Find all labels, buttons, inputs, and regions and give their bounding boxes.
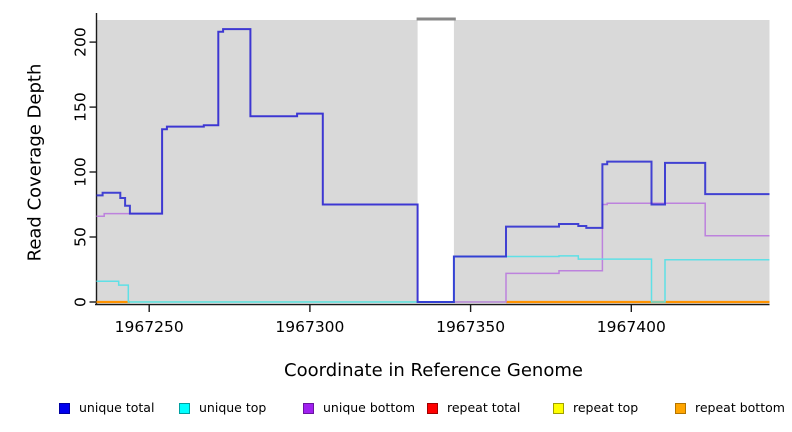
- legend-item-unique-total: unique total: [59, 399, 154, 417]
- y-axis-title: Read Coverage Depth: [24, 63, 46, 262]
- y-tick-label: 200: [72, 27, 90, 57]
- legend-swatch-icon: [303, 402, 314, 414]
- legend-swatch-icon: [675, 402, 686, 414]
- legend-label: unique top: [199, 400, 267, 415]
- legend-label: unique bottom: [323, 400, 416, 415]
- legend-label: repeat top: [573, 400, 639, 415]
- gap-top-bar: [416, 17, 456, 21]
- legend-label: unique total: [79, 400, 155, 415]
- legend-swatch-icon: [179, 402, 190, 414]
- legend-item-repeat-bottom: repeat bottom: [675, 399, 785, 417]
- y-tick-label: 150: [72, 92, 90, 122]
- legend-item-unique-bottom: unique bottom: [303, 399, 415, 417]
- legend-item-repeat-total: repeat total: [427, 399, 520, 417]
- legend-swatch-icon: [59, 402, 70, 414]
- shaded-region-left: [96, 20, 418, 302]
- series-line-unique-total: [96, 28, 770, 303]
- legend-item-repeat-top: repeat top: [553, 399, 638, 417]
- legend: unique total unique top unique bottom repea…: [0, 399, 792, 421]
- legend-label: repeat total: [447, 400, 521, 415]
- x-tick-label: 1967350: [436, 318, 505, 336]
- legend-swatch-icon: [427, 402, 438, 414]
- legend-swatch-icon: [553, 402, 564, 414]
- x-tick-label: 1967400: [597, 318, 666, 336]
- y-tick-label: 50: [72, 227, 90, 247]
- x-tick-label: 1967300: [275, 318, 344, 336]
- x-tick-label: 1967250: [115, 318, 184, 336]
- legend-item-unique-top: unique top: [179, 399, 266, 417]
- series-line-unique-top: [96, 255, 770, 303]
- x-axis-title: Coordinate in Reference Genome: [284, 360, 583, 381]
- y-tick-label: 0: [72, 297, 90, 307]
- y-tick-label: 100: [72, 157, 90, 187]
- legend-label: repeat bottom: [695, 400, 785, 415]
